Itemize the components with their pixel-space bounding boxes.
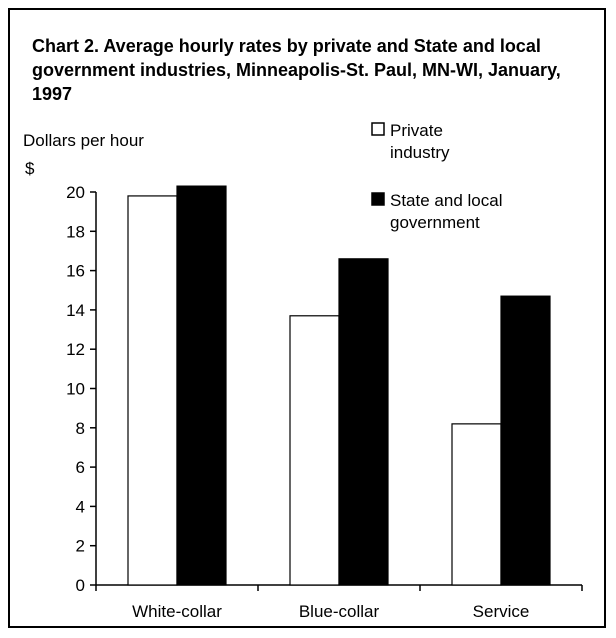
legend-swatch <box>371 122 385 136</box>
y-tick-label: 0 <box>76 576 85 595</box>
x-tick-label: Service <box>473 602 530 621</box>
y-tick-label: 20 <box>66 183 85 202</box>
legend: Private industry State and local government <box>371 121 502 232</box>
x-axis: White-collar Blue-collar Service <box>95 584 583 621</box>
y-tick-label: 10 <box>66 380 85 399</box>
bar-state-local-government <box>500 295 551 586</box>
y-tick-label: 2 <box>76 537 85 556</box>
legend-label: government <box>390 213 480 232</box>
y-tick-label: 12 <box>66 340 85 359</box>
y-tick-label: 8 <box>76 419 85 438</box>
bar-private-industry <box>289 315 340 586</box>
bar-private-industry <box>451 423 502 586</box>
y-tick-label: 16 <box>66 262 85 281</box>
bars <box>127 185 551 586</box>
y-tick-label: 14 <box>66 301 85 320</box>
y-axis: 0 2 4 6 8 10 12 14 16 18 20 <box>66 183 97 595</box>
y-tick-label: 18 <box>66 222 85 241</box>
bar-state-local-government <box>338 258 389 586</box>
legend-swatch <box>371 192 385 206</box>
chart-title: Chart 2. Average hourly rates by private… <box>32 36 561 104</box>
legend-label: Private <box>390 121 443 140</box>
y-axis-unit: $ <box>25 159 35 178</box>
legend-label: industry <box>390 143 450 162</box>
legend-label: State and local <box>390 191 502 210</box>
x-tick-label: White-collar <box>132 602 222 621</box>
bar-private-industry <box>127 195 178 586</box>
y-tick-label: 6 <box>76 458 85 477</box>
y-tick-label: 4 <box>76 497 85 516</box>
bar-state-local-government <box>176 185 227 586</box>
x-tick-label: Blue-collar <box>299 602 380 621</box>
y-axis-label: Dollars per hour <box>23 131 144 150</box>
